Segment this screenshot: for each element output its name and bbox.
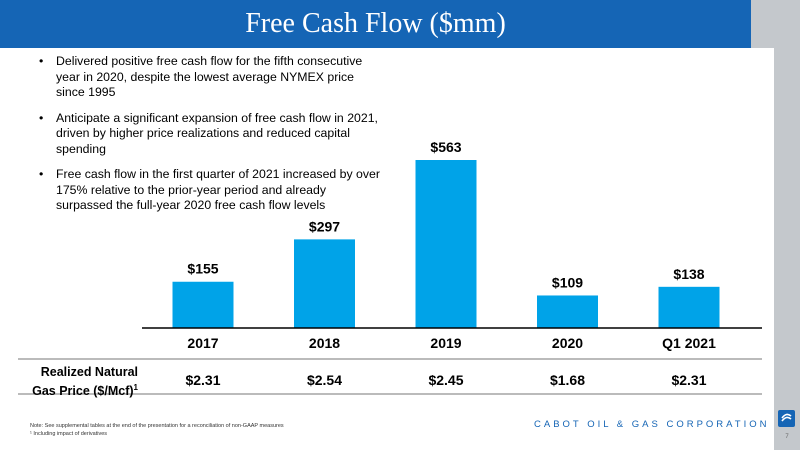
logo-mark xyxy=(781,413,792,422)
bar-2017 xyxy=(172,281,234,328)
realized-price-value: $2.31 xyxy=(185,372,220,388)
bullet-item: • Free cash flow in the first quarter of … xyxy=(39,167,380,212)
right-accent-bar xyxy=(774,48,800,450)
title-bar: Free Cash Flow ($mm) xyxy=(0,0,800,48)
realized-price-value: $2.45 xyxy=(428,372,463,388)
note-line: Note: See supplemental tables at the end… xyxy=(30,423,284,429)
data-label: $155 xyxy=(187,261,218,277)
bullet-item: • Anticipate a significant expansion of f… xyxy=(39,110,378,156)
x-tick-label: 2019 xyxy=(430,335,461,351)
bullet-item: • Delivered positive free cash flow for t… xyxy=(39,54,363,99)
data-label: $563 xyxy=(430,139,461,155)
realized-price-label-text: Realized Natural Gas Price ($/Mcf) xyxy=(32,365,138,399)
x-tick-label: 2017 xyxy=(187,335,218,351)
slide-title: Free Cash Flow ($mm) xyxy=(245,8,506,39)
realized-price-value: $2.31 xyxy=(671,372,706,388)
note-line: ¹ Including impact of derivatives xyxy=(30,431,108,437)
realized-price-value: $1.68 xyxy=(550,372,585,388)
realized-price-value: $2.54 xyxy=(307,372,342,388)
footnote-marker: 1 xyxy=(133,383,138,392)
bar-2020 xyxy=(537,295,598,328)
data-label: $138 xyxy=(673,266,704,282)
bar-2019 xyxy=(415,160,477,328)
x-tick-label: 2020 xyxy=(552,335,583,351)
bullet-text: Delivered positive free cash flow for th… xyxy=(56,54,363,99)
data-label: $297 xyxy=(309,218,340,234)
bullet-text: Free cash flow in the first quarter of 2… xyxy=(56,167,380,212)
bullet-text: Anticipate a significant expansion of fr… xyxy=(56,110,378,156)
realized-price-label: Realized Natural Gas Price ($/Mcf)1 xyxy=(18,365,138,399)
data-label: $109 xyxy=(552,274,583,290)
x-tick-label: 2018 xyxy=(309,335,340,351)
x-tick-label: Q1 2021 xyxy=(662,335,716,351)
bar-q1-2021 xyxy=(658,286,720,328)
page-number: 7 xyxy=(785,434,789,440)
bullet-list: • Delivered positive free cash flow for t… xyxy=(38,54,383,224)
title-accent xyxy=(751,0,800,48)
footnote: Note: See supplemental tables at the end… xyxy=(30,422,284,438)
company-logo-icon xyxy=(778,410,795,427)
company-name: CABOT OIL & GAS CORPORATION xyxy=(534,419,770,430)
bar-2018 xyxy=(294,239,355,328)
title-background xyxy=(0,0,751,48)
